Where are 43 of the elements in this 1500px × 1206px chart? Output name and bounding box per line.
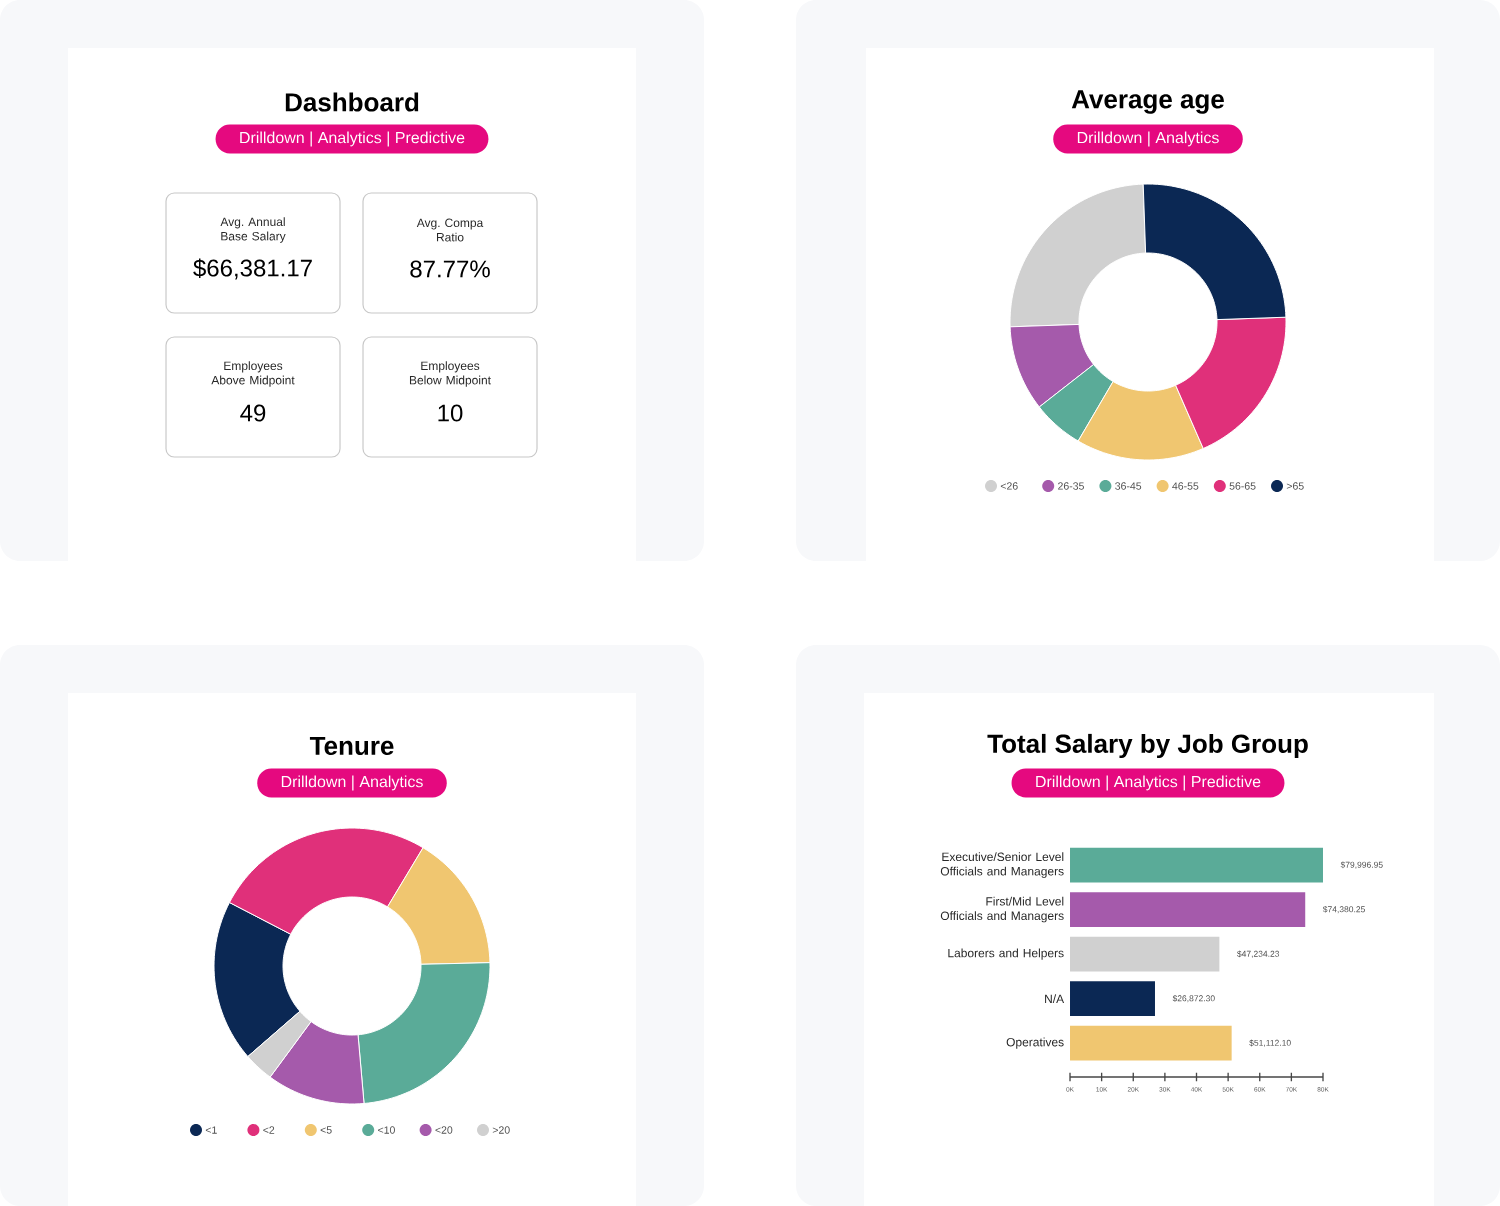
y-tick-label: First/Mid Level Officials and Managers bbox=[940, 896, 1064, 923]
y-tick-label: Operatives bbox=[1006, 1037, 1064, 1049]
chart-subtitle: Drilldown | Analytics | Predictive bbox=[1036, 775, 1261, 791]
legend-label: <5 bbox=[320, 1126, 332, 1134]
text: Employees Above Midpoint bbox=[211, 361, 295, 387]
legend-label: <26 bbox=[1000, 482, 1018, 490]
chart-subtitle: Drilldown | Analytics bbox=[1077, 131, 1219, 147]
data-label: $51,112.10 bbox=[1249, 1039, 1291, 1047]
legend-label: <1 bbox=[205, 1126, 217, 1134]
data-label: $79,996.95 bbox=[1340, 861, 1383, 869]
data-label: $47,234.23 bbox=[1237, 950, 1280, 958]
text: 10 bbox=[438, 404, 463, 422]
bar bbox=[1070, 847, 1323, 883]
legend-label: <20 bbox=[435, 1126, 453, 1134]
legend-label: 36-45 bbox=[1115, 482, 1142, 490]
legend-label: >20 bbox=[492, 1126, 510, 1134]
y-tick-label: Laborers and Helpers bbox=[948, 948, 1064, 960]
legend-label: 46-55 bbox=[1172, 482, 1199, 490]
data-label: $74,380.25 bbox=[1322, 905, 1365, 914]
bar bbox=[1070, 981, 1155, 1017]
y-tick-label: N/A bbox=[1045, 994, 1065, 1004]
text: Drilldown | Analytics | Predictive bbox=[240, 131, 465, 147]
bar bbox=[1070, 1025, 1232, 1061]
bar bbox=[1070, 892, 1306, 927]
text: Dashboard bbox=[285, 92, 419, 112]
legend-label: >65 bbox=[1286, 482, 1304, 490]
text: Avg. Annual Base Salary bbox=[220, 217, 286, 243]
bar bbox=[1070, 936, 1220, 972]
text: Avg. Compa Ratio bbox=[416, 218, 484, 242]
chart-title: Total Salary by Job Group bbox=[987, 733, 1308, 759]
legend-label: 56-65 bbox=[1229, 482, 1256, 490]
data-label: $26,872.30 bbox=[1172, 994, 1215, 1003]
legend-label: <10 bbox=[378, 1126, 395, 1134]
chart-title: Tenure bbox=[309, 736, 394, 756]
y-tick-label: Executive/Senior Level Officials and Managers bbox=[940, 852, 1064, 878]
text: 87.77% bbox=[410, 260, 490, 278]
legend-label: <2 bbox=[263, 1126, 275, 1134]
text: 49 bbox=[240, 404, 266, 422]
chart-title: Average age bbox=[1071, 90, 1224, 114]
text: $66,381.17 bbox=[193, 258, 312, 280]
legend-label: 26-35 bbox=[1058, 482, 1084, 490]
text: Employees Below Midpoint bbox=[409, 361, 491, 387]
chart-subtitle: Drilldown | Analytics bbox=[281, 775, 423, 791]
